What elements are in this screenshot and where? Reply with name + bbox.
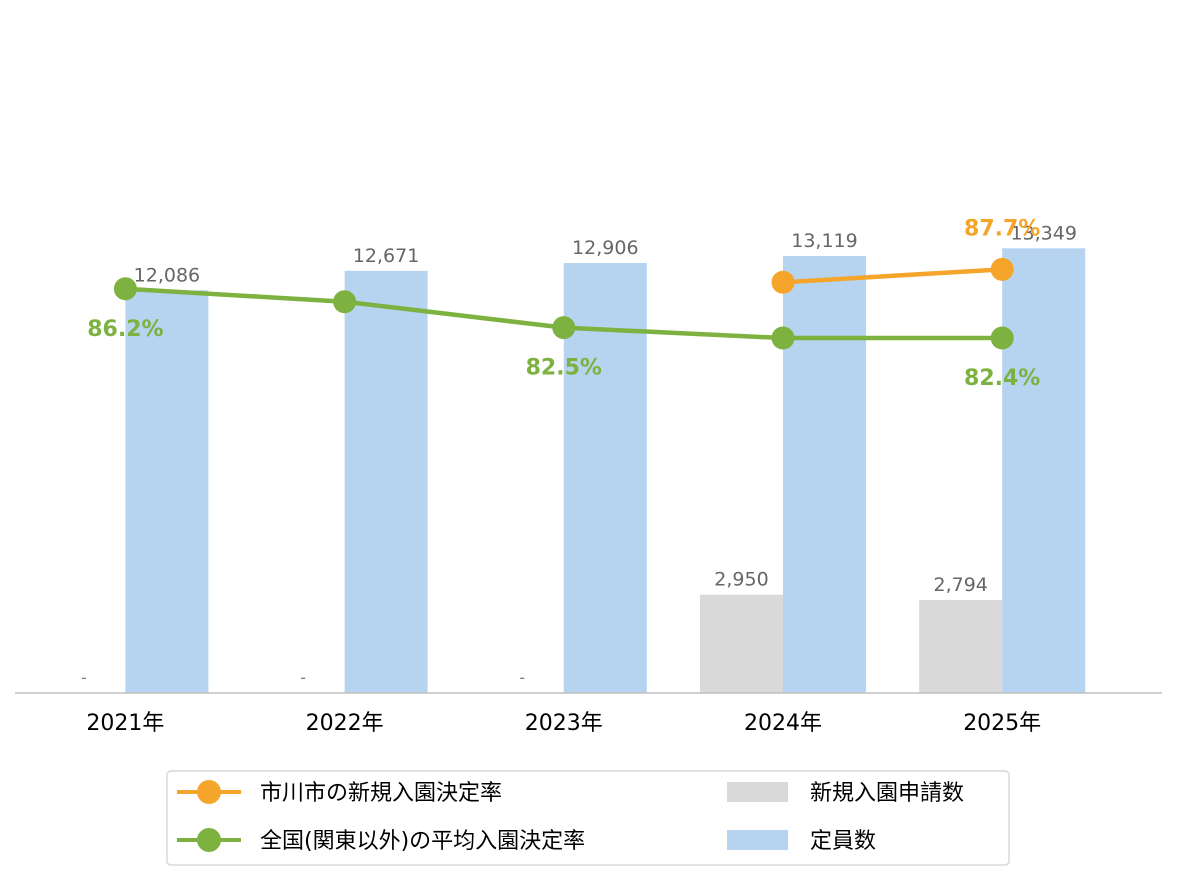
bar-applications [700,594,783,693]
bar-value-label: 2,950 [714,569,768,591]
line-value-label: 86.2% [87,317,163,342]
line-point [990,257,1014,281]
line-point [552,316,576,340]
legend-label: 定員数 [810,829,876,854]
bar-capacity [344,270,428,693]
bar-value-label: 12,086 [134,264,200,286]
bar-value-label: 12,671 [353,245,419,267]
bar-value-label: - [300,668,306,687]
legend-marker [197,828,221,852]
legend-label: 新規入園申請数 [810,781,964,806]
line-point [771,270,795,294]
bar-capacity [783,255,866,693]
bar-value-label: - [519,668,525,687]
bar-labels-layer: - 12,086 - 12,671 - 12,906 2,950 13,119 2,794 13,… [81,222,1077,687]
x-tick-labels: 2021年 2022年 2023年 2024年 2025年 [86,711,1041,736]
x-tick-label: 2024年 [744,711,822,736]
x-tick-label: 2022年 [306,711,384,736]
line-labels-layer: 87.7% 86.2% 82.5% 82.4% [87,216,1040,391]
bar-capacity [1002,248,1086,693]
bar-capacity [125,290,209,693]
line-ichikawa-rate [780,267,1005,285]
x-tick-label: 2025年 [963,711,1041,736]
line-point [333,290,357,314]
line-value-label: 87.7% [964,216,1040,241]
bar-applications [919,599,1003,693]
bar-value-label: - [81,668,87,687]
legend-item-national-rate: 全国(関東以外)の平均入園決定率 [177,828,585,854]
line-value-label: 82.5% [526,356,602,381]
legend-item-applications: 新規入園申請数 [727,781,964,806]
bar-value-label: 13,349 [1010,222,1076,244]
legend-box [727,830,788,850]
legend-box [727,782,788,802]
legend: 市川市の新規入園決定率 新規入園申請数 全国(関東以外)の平均入園決定率 定員数 [166,770,1010,866]
x-tick-label: 2021年 [86,711,164,736]
line-value-label: 82.4% [964,366,1040,391]
line-point [990,326,1014,350]
legend-item-ichikawa-rate: 市川市の新規入園決定率 [177,780,502,806]
line-point [771,326,795,350]
bar-capacity [563,263,647,693]
bar-value-label: 12,906 [572,237,638,259]
line-point [113,277,137,301]
bar-value-label: 13,119 [791,230,857,252]
legend-item-capacity: 定員数 [727,829,876,854]
lines-layer [113,257,1014,350]
x-tick-label: 2023年 [525,711,603,736]
legend-label: 全国(関東以外)の平均入園決定率 [260,829,585,854]
bars-layer [125,248,1086,693]
legend-frame [166,770,1010,866]
legend-marker [197,780,221,804]
bar-value-label: 2,794 [933,574,987,596]
legend-label: 市川市の新規入園決定率 [260,781,502,806]
